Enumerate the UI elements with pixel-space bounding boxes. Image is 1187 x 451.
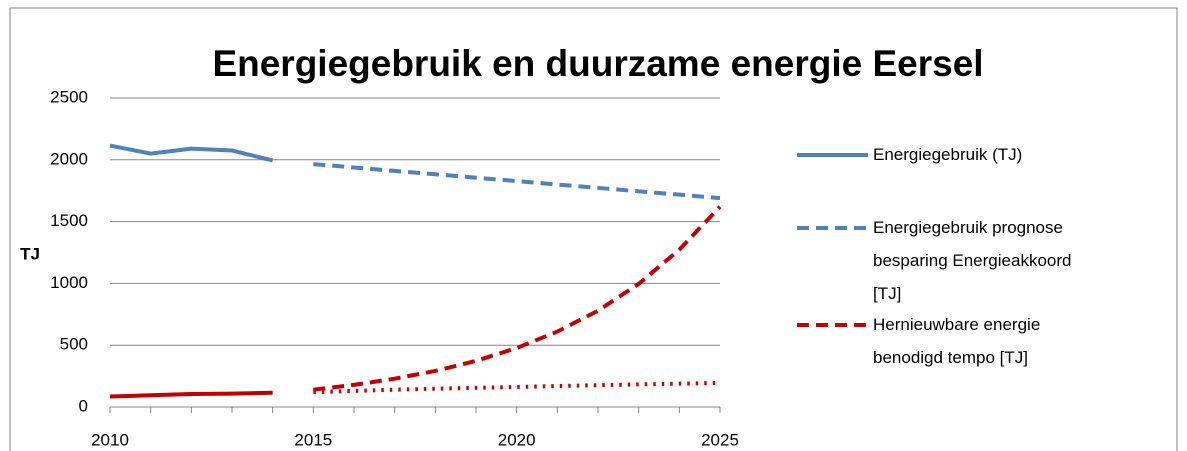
line-series bbox=[109, 143, 274, 163]
y-tick-label: 2500 bbox=[50, 87, 88, 106]
y-axis-label: TJ bbox=[20, 244, 40, 263]
chart-border bbox=[9, 7, 1178, 451]
y-tick-label: 500 bbox=[60, 335, 88, 354]
legend-label: Hernieuwbare energie benodigd tempo [TJ] bbox=[873, 315, 1041, 367]
x-tick-label: 2015 bbox=[294, 430, 332, 449]
y-tick-label: 1000 bbox=[50, 273, 88, 292]
y-tick-label: 0 bbox=[79, 396, 88, 415]
line-series bbox=[313, 162, 721, 201]
y-tick-label: 2000 bbox=[50, 149, 88, 168]
legend-label: Energiegebruik prognose besparing Energi… bbox=[873, 218, 1072, 303]
x-tick-label: 2025 bbox=[701, 430, 739, 449]
y-tick-label: 1500 bbox=[50, 211, 88, 230]
line-series bbox=[313, 205, 722, 392]
legend-label: Energiegebruik (TJ) bbox=[873, 145, 1023, 164]
chart-title: Energiegebruik en duurzame energie Eerse… bbox=[212, 43, 983, 84]
x-tick-label: 2020 bbox=[498, 430, 536, 449]
x-tick-label: 2010 bbox=[91, 430, 129, 449]
line-series bbox=[109, 390, 273, 399]
